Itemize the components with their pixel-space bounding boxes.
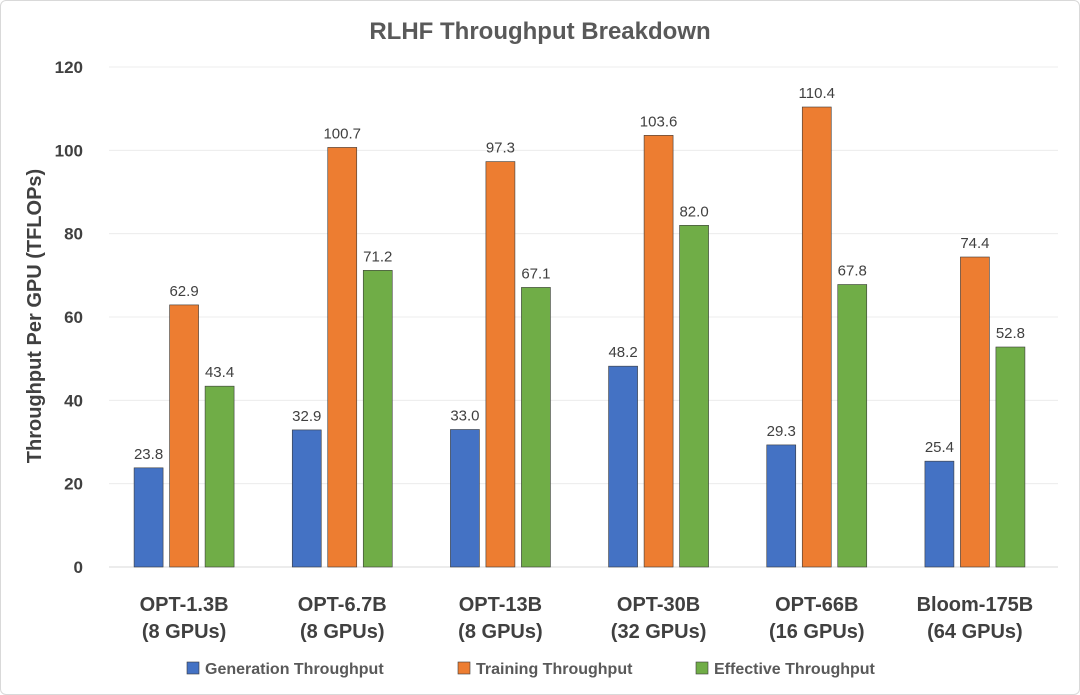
data-label: 52.8 [996,325,1025,342]
bar-effective-throughput [837,284,868,568]
bar-generation-throughput [450,429,480,568]
y-axis-label: Throughput Per GPU (TFLOPs) [24,169,46,463]
bar-effective-throughput [362,270,393,568]
bar-training-throughput [960,256,990,568]
data-label: 32.9 [292,408,321,425]
data-label: 67.8 [838,263,867,280]
x-category-label: (8 GPUs) [142,621,226,643]
legend: Generation Throughput Training Throughput… [186,661,876,678]
bar-generation-throughput [291,429,322,568]
data-label: 103.6 [640,113,678,130]
legend-swatch [457,661,471,675]
data-label: 110.4 [799,85,835,102]
gridlines [109,66,1058,568]
bars-group [133,106,1026,568]
data-labels: 23.8 62.9 43.4 32.9 100.7 71.2 33.0 97.3 67.1 48.… [134,85,1025,463]
x-category-label: (64 GPUs) [927,621,1023,643]
data-label: 82.0 [679,203,708,220]
data-label: 33.0 [450,408,479,425]
bar-training-throughput [801,106,832,568]
x-axis-categories: OPT-1.3B (8 GPUs) OPT-6.7B (8 GPUs) OPT-13B (… [140,594,1034,643]
bar-effective-throughput [521,287,551,568]
x-category-label: (8 GPUs) [458,621,542,643]
bar-effective-throughput [679,225,709,568]
bar-generation-throughput [766,444,797,568]
data-label: 25.4 [925,439,954,456]
bar-training-throughput [327,147,358,568]
x-category-label: OPT-13B [459,594,542,616]
y-tick-label: 0 [74,558,83,577]
bar-generation-throughput [133,467,164,568]
x-category-label: OPT-6.7B [298,594,387,616]
chart-title: RLHF Throughput Breakdown [369,18,710,45]
x-category-label: OPT-30B [617,594,700,616]
data-label: 23.8 [134,446,163,463]
y-tick-label: 100 [55,141,83,160]
data-label: 67.1 [521,265,550,282]
x-category-label: OPT-1.3B [140,594,229,616]
data-label: 29.3 [767,423,796,440]
data-label: 97.3 [486,140,515,157]
y-tick-label: 40 [64,391,83,410]
y-tick-label: 80 [64,225,83,244]
data-label: 62.9 [169,283,198,300]
y-tick-label: 60 [64,308,83,327]
bar-effective-throughput [204,385,235,568]
x-category-label: Bloom-175B [917,594,1034,616]
legend-label: Training Throughput [476,661,633,678]
x-category-label: (32 GPUs) [611,621,707,643]
data-label: 43.4 [205,364,234,381]
legend-swatch [695,661,709,675]
bar-training-throughput [485,161,516,568]
bar-training-throughput [643,135,674,568]
legend-label: Effective Throughput [714,661,876,678]
x-category-label: (8 GPUs) [300,621,384,643]
y-axis-ticks: 0 20 40 60 80 100 120 [55,58,83,577]
bar-training-throughput [169,304,199,568]
data-label: 74.4 [960,235,989,252]
x-category-label: OPT-66B [775,594,858,616]
bar-generation-throughput [608,365,638,568]
legend-swatch [186,661,200,675]
data-label: 48.2 [608,344,637,361]
y-tick-label: 20 [64,475,83,494]
x-category-label: (16 GPUs) [769,621,865,643]
legend-label: Generation Throughput [205,661,384,678]
y-tick-label: 120 [55,58,83,77]
bar-generation-throughput [924,460,955,568]
data-label: 100.7 [323,125,361,142]
data-label: 71.2 [363,248,392,265]
bar-effective-throughput [995,346,1026,568]
